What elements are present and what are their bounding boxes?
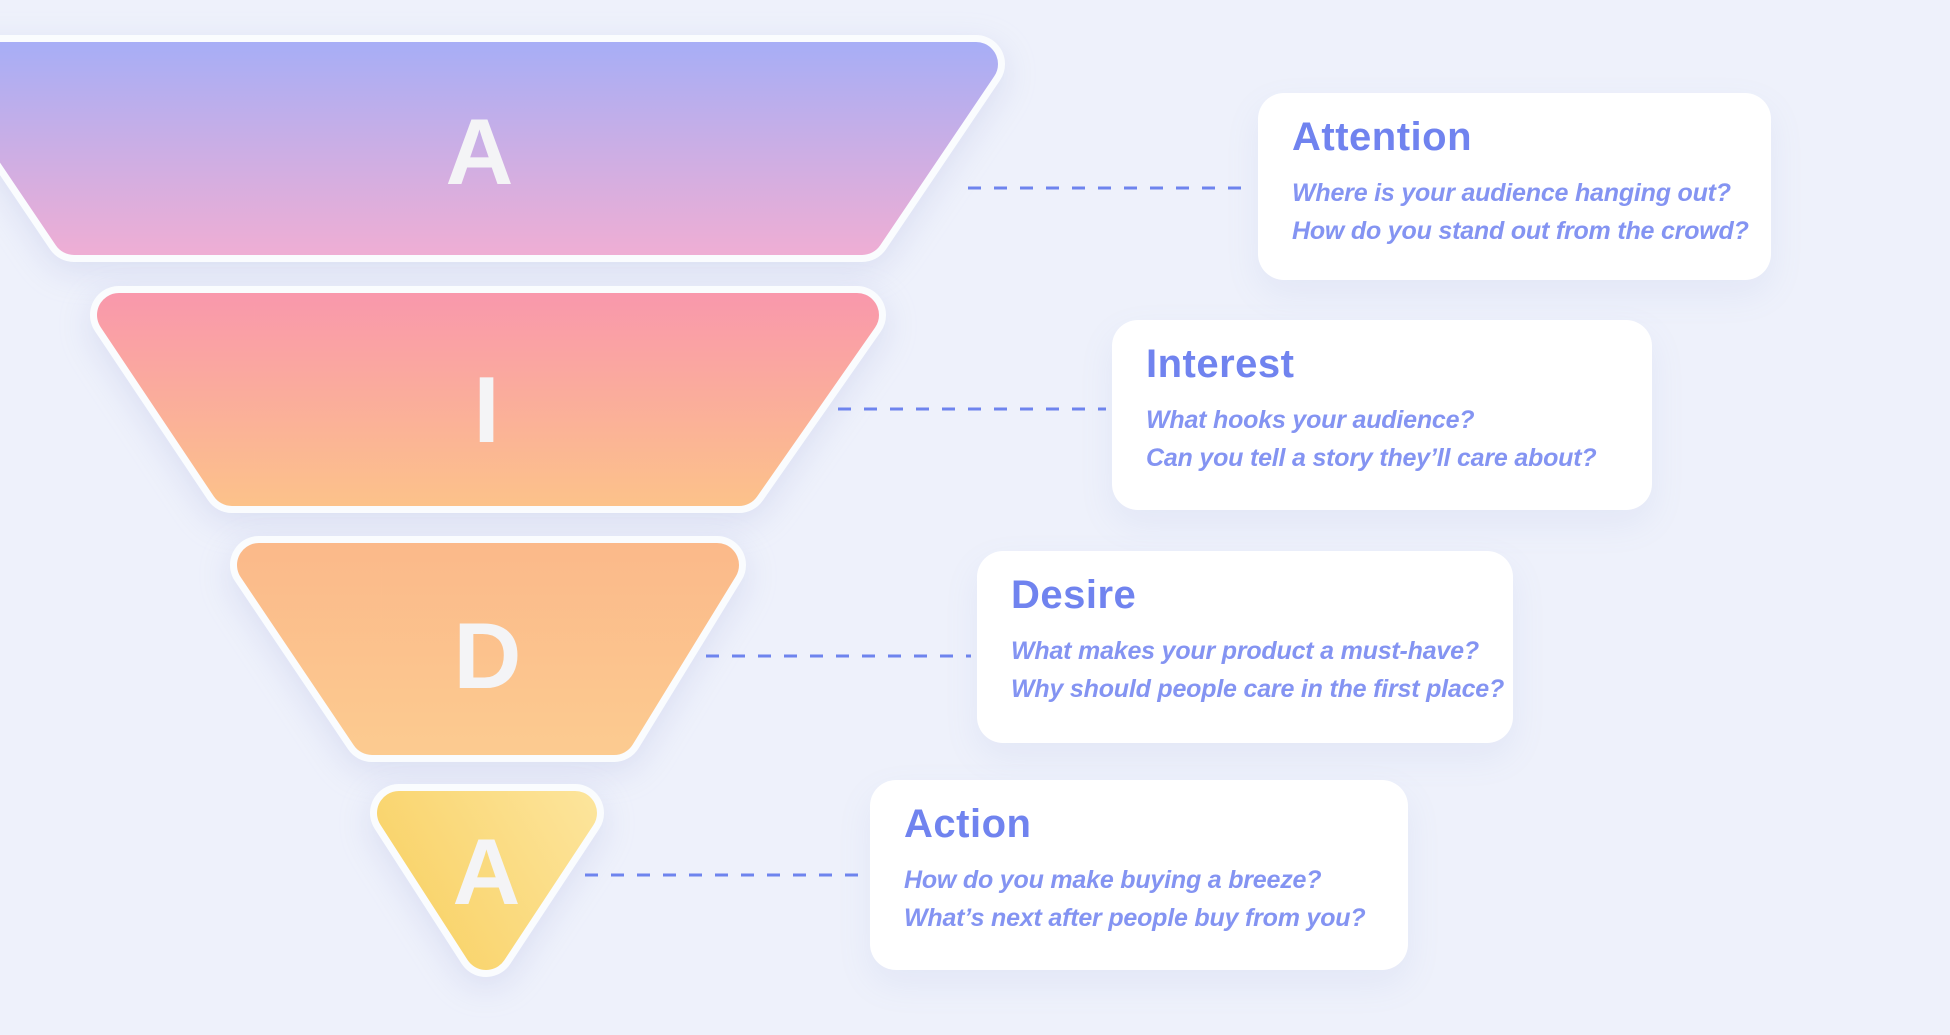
card-action-question-2: What’s next after people buy from you?: [904, 904, 1366, 932]
card-desire: Desire What makes your product a must-ha…: [977, 551, 1513, 743]
funnel-letter-action: A: [452, 819, 522, 924]
funnel-letter-desire: D: [453, 603, 523, 708]
funnel-level-action-shape: [370, 784, 604, 977]
card-attention-question-1: Where is your audience hanging out?: [1292, 179, 1731, 207]
card-attention-title: Attention: [1292, 115, 1473, 159]
card-desire-title: Desire: [1011, 573, 1137, 617]
card-action-title: Action: [904, 802, 1032, 846]
funnel-level-interest-shape: [90, 286, 886, 513]
card-interest-title: Interest: [1146, 342, 1295, 386]
card-action-question-1: How do you make buying a breeze?: [904, 866, 1322, 894]
card-desire-question-2: Why should people care in the first plac…: [1011, 675, 1505, 703]
card-attention: Attention Where is your audience hanging…: [1258, 93, 1771, 280]
funnel-letter-interest: I: [473, 357, 501, 462]
card-interest: Interest What hooks your audience? Can y…: [1112, 320, 1652, 510]
card-interest-question-1: What hooks your audience?: [1146, 406, 1475, 434]
funnel-letter-attention: A: [445, 99, 515, 204]
card-attention-question-2: How do you stand out from the crowd?: [1292, 217, 1749, 245]
card-desire-question-1: What makes your product a must-have?: [1011, 637, 1479, 665]
card-action: Action How do you make buying a breeze? …: [870, 780, 1408, 970]
card-interest-question-2: Can you tell a story they’ll care about?: [1146, 444, 1597, 472]
funnel-level-attention-shape: [0, 35, 1005, 262]
funnel-level-desire-shape: [230, 536, 746, 762]
